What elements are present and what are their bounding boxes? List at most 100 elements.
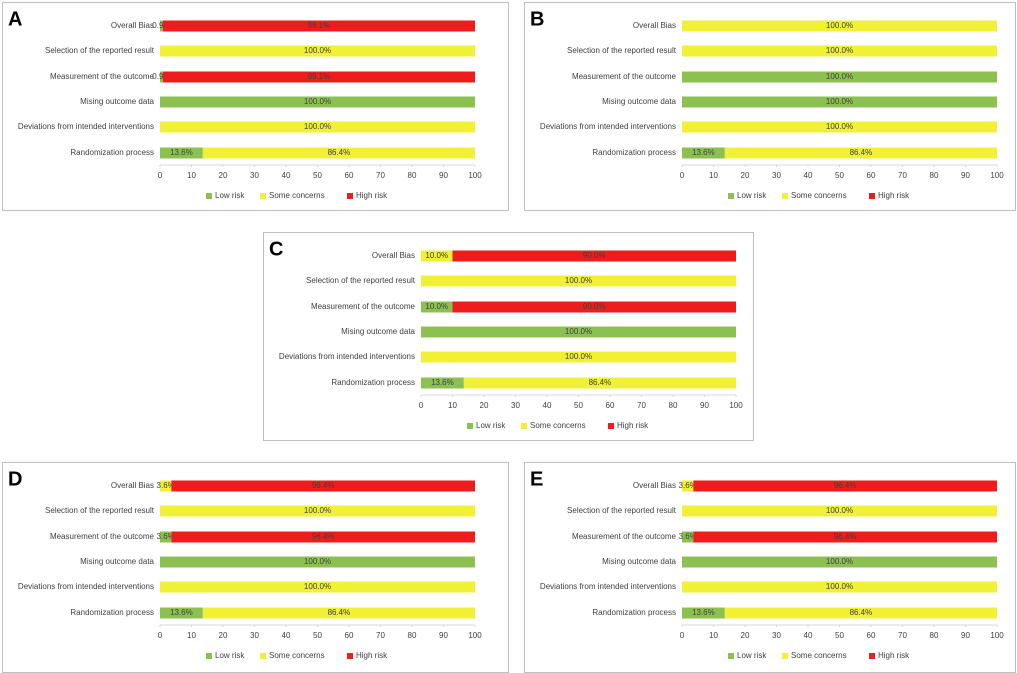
category-label: Mising outcome data <box>341 327 415 336</box>
legend-swatch <box>728 653 734 659</box>
bar-segment <box>693 531 997 543</box>
x-tick-label: 60 <box>606 401 615 410</box>
legend-swatch <box>782 653 788 659</box>
x-tick-label: 100 <box>990 631 1004 640</box>
bar-segment <box>421 250 453 262</box>
bar-segment <box>682 505 997 517</box>
value-label: 100.0% <box>304 46 331 55</box>
x-tick-label: 20 <box>480 401 489 410</box>
bar-segment <box>682 96 997 108</box>
value-label: 3.6% <box>157 481 175 490</box>
x-tick-label: 40 <box>804 631 813 640</box>
bar-segment <box>171 531 475 543</box>
value-label: 100.0% <box>565 327 592 336</box>
value-label: 3.6% <box>679 481 697 490</box>
bar-segment <box>160 71 163 83</box>
value-label: 13.6% <box>692 148 715 157</box>
bar-segment <box>724 607 997 619</box>
bar-segment <box>682 20 997 32</box>
bar-segment <box>421 301 453 313</box>
x-tick-label: 40 <box>282 631 291 640</box>
value-label: 86.4% <box>328 148 351 157</box>
value-label: 100.0% <box>565 352 592 361</box>
x-tick-label: 40 <box>282 171 291 180</box>
x-tick-label: 90 <box>961 171 970 180</box>
x-tick-label: 100 <box>468 631 482 640</box>
legend-label: Low risk <box>215 651 245 660</box>
bar-segment <box>171 480 475 492</box>
x-tick-label: 70 <box>898 171 907 180</box>
x-tick-label: 20 <box>219 171 228 180</box>
bar-segment <box>682 581 997 593</box>
x-tick-label: 30 <box>772 631 781 640</box>
category-label: Mising outcome data <box>602 97 676 106</box>
category-label: Deviations from intended interventions <box>279 352 415 361</box>
category-label: Mising outcome data <box>80 97 154 106</box>
x-tick-label: 50 <box>835 171 844 180</box>
category-label: Measurement of the outcome <box>50 532 155 541</box>
category-label: Mising outcome data <box>80 557 154 566</box>
x-tick-label: 80 <box>408 171 417 180</box>
category-label: Measurement of the outcome <box>311 302 416 311</box>
value-label: 100.0% <box>826 72 853 81</box>
bar-segment <box>202 147 475 159</box>
legend-swatch <box>869 653 875 659</box>
legend-swatch <box>260 653 266 659</box>
x-tick-label: 60 <box>345 631 354 640</box>
bar-segment <box>160 20 163 32</box>
value-label: 96.4% <box>312 481 335 490</box>
legend-swatch <box>521 423 527 429</box>
category-label: Selection of the reported result <box>306 276 416 285</box>
value-label: 100.0% <box>826 97 853 106</box>
x-tick-label: 10 <box>709 171 718 180</box>
legend-label: Low risk <box>737 191 767 200</box>
value-label: 0.9% <box>152 21 170 30</box>
value-label: 100.0% <box>826 582 853 591</box>
bar-segment <box>682 45 997 57</box>
x-tick-label: 0 <box>158 171 163 180</box>
x-tick-label: 60 <box>867 631 876 640</box>
category-label: Overall Bias <box>111 481 154 490</box>
x-tick-label: 80 <box>930 171 939 180</box>
x-tick-label: 0 <box>680 171 685 180</box>
x-tick-label: 20 <box>219 631 228 640</box>
bar-segment <box>160 607 203 619</box>
legend-swatch <box>782 193 788 199</box>
legend-label: High risk <box>356 191 388 200</box>
legend-label: High risk <box>356 651 388 660</box>
x-tick-label: 50 <box>835 631 844 640</box>
x-tick-label: 50 <box>313 631 322 640</box>
value-label: 96.4% <box>834 532 857 541</box>
bar-segment <box>160 581 475 593</box>
value-label: 13.6% <box>170 608 193 617</box>
category-label: Measurement of the outcome <box>572 72 677 81</box>
value-label: 100.0% <box>304 582 331 591</box>
x-tick-label: 70 <box>376 171 385 180</box>
category-label: Selection of the reported result <box>567 506 677 515</box>
bar-segment <box>160 556 475 568</box>
x-tick-label: 0 <box>680 631 685 640</box>
value-label: 86.4% <box>328 608 351 617</box>
x-tick-label: 70 <box>637 401 646 410</box>
x-tick-label: 30 <box>511 401 520 410</box>
category-label: Overall Bias <box>111 21 154 30</box>
bar-segment <box>682 607 725 619</box>
bar-segment <box>682 556 997 568</box>
category-label: Overall Bias <box>633 481 676 490</box>
panel-border <box>263 232 754 441</box>
x-tick-label: 10 <box>709 631 718 640</box>
category-label: Randomization process <box>70 608 154 617</box>
panel-label: B <box>530 8 544 30</box>
x-tick-label: 50 <box>574 401 583 410</box>
legend-label: Some concerns <box>530 421 586 430</box>
bar-segment <box>463 377 736 389</box>
panel-label: E <box>530 468 543 490</box>
x-tick-label: 20 <box>741 171 750 180</box>
legend-swatch <box>260 193 266 199</box>
category-label: Deviations from intended interventions <box>540 582 676 591</box>
legend-label: Low risk <box>215 191 245 200</box>
value-label: 100.0% <box>826 506 853 515</box>
category-label: Randomization process <box>592 608 676 617</box>
category-label: Deviations from intended interventions <box>18 582 154 591</box>
bar-segment <box>682 147 725 159</box>
